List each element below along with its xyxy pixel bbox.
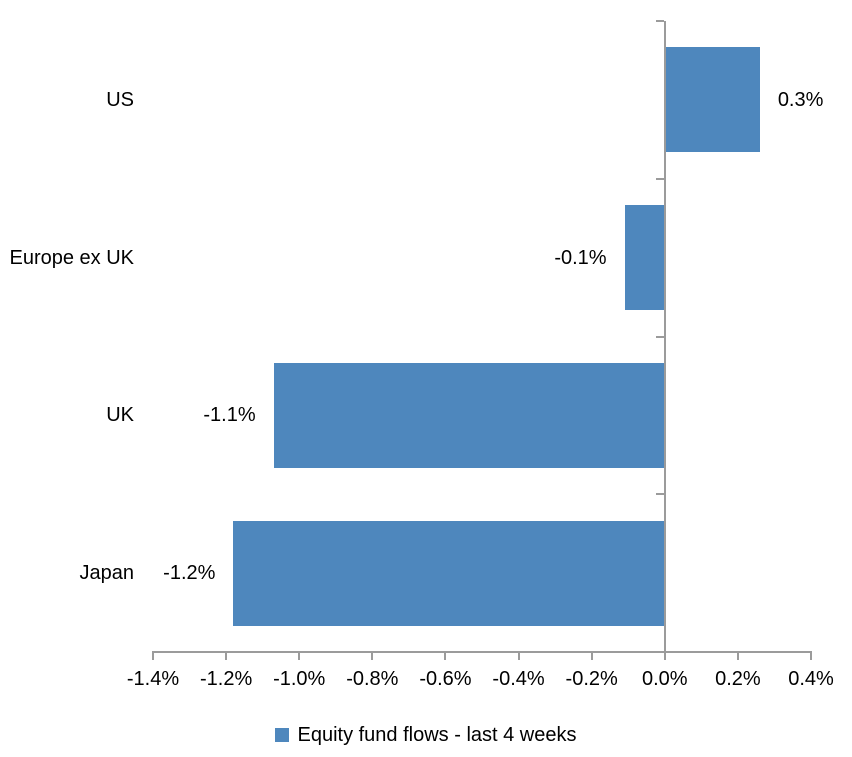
x-tick-label: 0.4%: [788, 668, 834, 690]
x-axis-line: [152, 651, 812, 653]
category-axis-tick: [655, 20, 664, 22]
x-tick-label: -0.8%: [346, 668, 399, 690]
data-label-us: 0.3%: [777, 88, 824, 111]
data-label-europe-ex-uk: -0.1%: [554, 246, 607, 269]
bar-europe-ex-uk: [624, 205, 665, 311]
x-axis-tick: [590, 652, 593, 660]
x-axis-tick: [810, 652, 812, 660]
legend-marker-icon: [275, 728, 290, 742]
legend: Equity fund flows - last 4 weeks: [0, 722, 852, 748]
data-label-uk: -1.1%: [203, 404, 256, 427]
bar-uk: [273, 362, 665, 468]
x-tick-label: -1.2%: [199, 668, 253, 690]
x-axis-tick: [444, 652, 447, 660]
category-axis-line: [663, 21, 666, 660]
data-label-japan: -1.2%: [163, 562, 216, 585]
category-label-japan: Japan: [79, 562, 135, 585]
x-tick-label: -0.4%: [492, 668, 545, 690]
x-axis-tick: [298, 652, 301, 660]
x-tick-label: -0.6%: [419, 668, 472, 690]
category-label-europe-ex-uk: Europe ex UK: [9, 246, 134, 269]
x-tick-label: 0.2%: [715, 668, 761, 690]
category-axis-tick: [655, 651, 664, 653]
x-axis-tick: [371, 652, 374, 660]
x-axis-tick: [736, 652, 739, 660]
bar-japan: [233, 520, 665, 626]
x-tick-label: 0.0%: [641, 668, 688, 690]
category-axis-tick: [655, 335, 664, 338]
x-axis-tick: [517, 652, 520, 660]
category-axis-tick: [655, 177, 664, 180]
x-tick-label: -1.4%: [126, 668, 180, 690]
category-label-uk: UK: [106, 404, 134, 427]
category-label-us: US: [106, 88, 134, 111]
x-axis-tick: [152, 652, 154, 660]
x-tick-label: -1.0%: [273, 668, 326, 690]
category-axis-tick: [655, 493, 664, 496]
x-axis-tick: [225, 652, 228, 660]
bar-us: [664, 47, 760, 153]
x-tick-label: -0.2%: [565, 668, 618, 690]
legend-label: Equity fund flows - last 4 weeks: [297, 724, 577, 746]
